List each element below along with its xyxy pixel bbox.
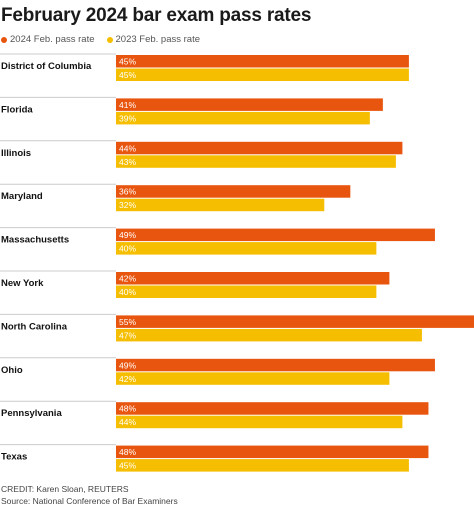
legend-item-2023: 2023 Feb. pass rate — [106, 34, 201, 45]
category-label-new-york: New York — [1, 278, 44, 289]
category-label-florida: Florida — [1, 104, 33, 115]
data-label-2024-pennsylvania: 48% — [119, 404, 136, 414]
bar-2023-maryland — [116, 198, 325, 212]
bar-2023-district-of-columbia — [116, 68, 409, 81]
category-label-pennsylvania: Pennsylvania — [1, 408, 62, 419]
bar-2023-north-carolina — [116, 328, 422, 342]
legend: 2024 Feb. pass rate 2023 Feb. pass rate — [1, 34, 212, 45]
data-label-2024-ohio: 49% — [119, 360, 136, 370]
bar-2024-maryland — [116, 185, 351, 198]
data-label-2023-illinois: 43% — [119, 157, 136, 167]
bar-2023-massachusetts — [116, 242, 377, 255]
bar-2024-new-york — [116, 272, 390, 285]
bar-2024-texas — [116, 445, 429, 459]
bar-2024-pennsylvania — [116, 402, 429, 415]
bar-2024-massachusetts — [116, 228, 435, 242]
data-label-2024-district-of-columbia: 45% — [119, 57, 136, 67]
bar-2024-district-of-columbia — [116, 55, 409, 68]
data-label-2023-pennsylvania: 44% — [119, 417, 136, 427]
data-label-2023-district-of-columbia: 45% — [119, 70, 136, 80]
data-label-2024-texas: 48% — [119, 447, 136, 457]
credit-text: CREDIT: Karen Sloan, REUTERS — [1, 484, 129, 494]
data-label-2023-new-york: 40% — [119, 287, 136, 297]
category-label-massachusetts: Massachusetts — [1, 235, 69, 246]
category-label-district-of-columbia: District of Columbia — [1, 61, 92, 72]
data-label-2023-ohio: 42% — [119, 374, 136, 384]
data-label-2024-massachusetts: 49% — [119, 230, 136, 240]
category-label-maryland: Maryland — [1, 191, 43, 202]
bar-2024-florida — [116, 98, 383, 111]
data-label-2024-florida: 41% — [119, 100, 136, 110]
bar-2023-illinois — [116, 155, 396, 168]
bar-2024-ohio — [116, 358, 435, 372]
bar-chart: District of Columbia 45% 45% Florida 41% 39% I… — [0, 53, 474, 472]
category-label-texas: Texas — [1, 452, 27, 463]
data-label-2024-illinois: 44% — [119, 143, 136, 153]
legend-label-2023: 2023 Feb. pass rate — [115, 34, 201, 45]
bar-2024-illinois — [116, 141, 403, 155]
legend-label-2024: 2024 Feb. pass rate — [10, 34, 95, 45]
bar-2023-pennsylvania — [116, 415, 403, 429]
data-label-2024-maryland: 36% — [119, 187, 136, 197]
bar-2024-north-carolina — [116, 315, 474, 328]
data-label-2024-new-york: 42% — [119, 274, 136, 284]
data-label-2023-florida: 39% — [119, 113, 136, 123]
legend-item-2024: 2024 Feb. pass rate — [1, 34, 95, 45]
bar-2023-ohio — [116, 372, 390, 385]
source-text: Source: National Conference of Bar Exami… — [1, 496, 178, 506]
legend-swatch-2023 — [106, 36, 113, 43]
data-label-2024-north-carolina: 55% — [119, 317, 136, 327]
bar-2023-texas — [116, 459, 409, 472]
chart-title: February 2024 bar exam pass rates — [1, 5, 312, 26]
bar-2023-new-york — [116, 285, 377, 298]
bar-2023-florida — [116, 111, 370, 125]
category-label-ohio: Ohio — [1, 365, 23, 376]
category-label-north-carolina: North Carolina — [1, 321, 68, 332]
data-label-2023-maryland: 32% — [119, 200, 136, 210]
data-label-2023-massachusetts: 40% — [119, 244, 136, 254]
data-label-2023-north-carolina: 47% — [119, 330, 136, 340]
data-label-2023-texas: 45% — [119, 461, 136, 471]
legend-swatch-2024 — [1, 36, 7, 43]
category-label-illinois: Illinois — [1, 148, 31, 159]
